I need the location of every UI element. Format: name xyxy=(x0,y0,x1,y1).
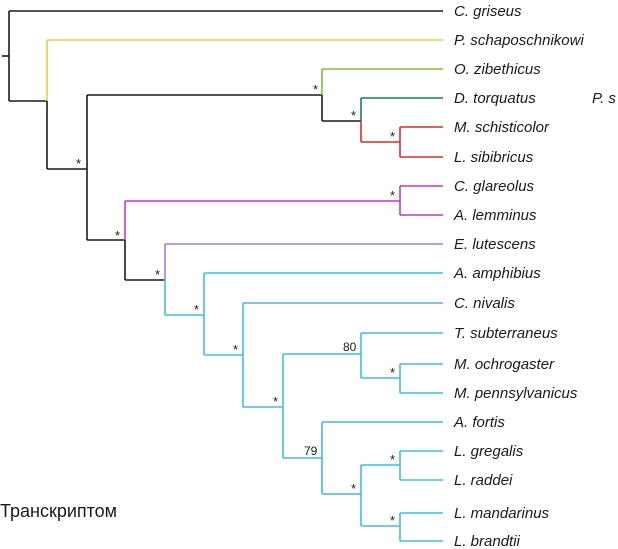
taxon-label-l-sibibricus: L. sibibricus xyxy=(454,149,534,166)
support-star-n13: * xyxy=(390,365,395,380)
support-star-n16: * xyxy=(390,452,395,467)
support-star-n3: * xyxy=(313,82,318,97)
taxon-label-l-brandtii: L. brandtii xyxy=(454,533,521,549)
taxon-label-d-torquatus: D. torquatus xyxy=(454,90,536,107)
taxon-label-l-gregalis: L. gregalis xyxy=(454,443,524,460)
taxon-label-m-pennsylvanicus: M. pennsylvanicus xyxy=(454,385,578,402)
taxon-label-a-lemminus: A. lemminus xyxy=(453,207,537,224)
support-star-n7: * xyxy=(390,188,395,203)
taxon-label-c-nivalis: C. nivalis xyxy=(454,295,515,312)
taxon-label-l-mandarinus: L. mandarinus xyxy=(454,505,550,522)
taxon-label-c-glareolus: C. glareolus xyxy=(454,178,535,195)
taxon-label-l-raddei: L. raddei xyxy=(454,472,513,489)
support-star-n2: * xyxy=(76,156,81,171)
taxon-label-p-schaposchnikowi: P. schaposchnikowi xyxy=(454,32,584,49)
support-star-n15: * xyxy=(351,481,356,496)
support-value-80: 80 xyxy=(343,340,357,354)
cut-off-taxon-label: P. s xyxy=(592,90,616,107)
taxon-label-m-schisticolor: M. schisticolor xyxy=(454,119,550,136)
taxon-label-a-amphibius: A. amphibius xyxy=(453,265,541,282)
support-value-79: 79 xyxy=(304,444,318,458)
support-star-n4: * xyxy=(351,108,356,123)
support-star-n10: * xyxy=(233,342,238,357)
support-star-n9: * xyxy=(194,302,199,317)
taxon-label-o-zibethicus: O. zibethicus xyxy=(454,61,541,78)
taxon-label-a-fortis: A. fortis xyxy=(453,414,505,431)
figure-caption: Транскриптом xyxy=(0,501,117,521)
taxon-label-m-ochrogaster: M. ochrogaster xyxy=(454,356,555,373)
support-star-n8: * xyxy=(155,267,160,282)
taxon-label-c-griseus: C. griseus xyxy=(454,3,522,20)
support-star-n5: * xyxy=(390,129,395,144)
support-star-n11: * xyxy=(273,394,278,409)
taxon-label-t-subterraneus: T. subterraneus xyxy=(454,325,558,342)
support-star-n17: * xyxy=(390,513,395,528)
taxon-label-e-lutescens: E. lutescens xyxy=(454,236,536,253)
support-star-n6: * xyxy=(115,228,120,243)
